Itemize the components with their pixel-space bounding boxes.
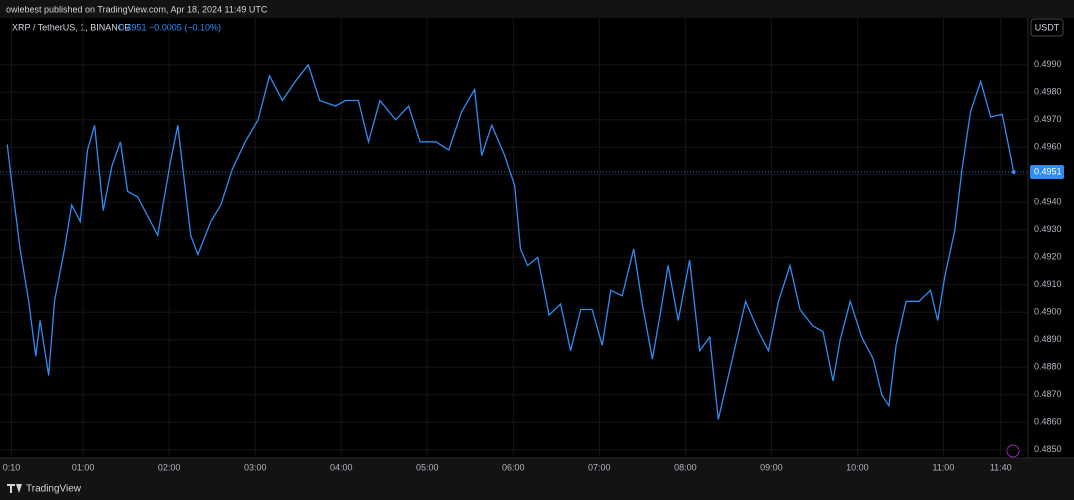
legend-symbol: XRP / TetherUS, 1, BINANCE xyxy=(12,22,130,32)
currency-box[interactable] xyxy=(1030,18,1064,37)
x-tick-label: 09:00 xyxy=(760,462,783,472)
price-line xyxy=(6,63,1015,420)
y-tick-label: 0.4880 xyxy=(1034,362,1062,372)
last-point xyxy=(1011,170,1016,174)
x-tick-label: 08:00 xyxy=(674,462,697,472)
y-tick-label: 0.4890 xyxy=(1034,334,1062,344)
x-tick-label: 03:00 xyxy=(244,462,267,472)
last-price-label: 0.4951 xyxy=(1034,166,1062,176)
x-tick-label: 10:00 xyxy=(846,462,869,472)
header: owiebest published on TradingView.com, A… xyxy=(6,4,268,14)
y-tick-label: 0.4980 xyxy=(1034,87,1062,97)
y-tick-label: 0.4860 xyxy=(1034,417,1062,427)
y-tick-label: 0.4940 xyxy=(1034,197,1062,207)
x-tick-label: 05:00 xyxy=(416,462,439,472)
lightning-icon[interactable] xyxy=(1006,444,1020,458)
x-tick-label: 11:40 xyxy=(990,462,1012,472)
y-tick-label: 0.4930 xyxy=(1034,224,1062,234)
plot-layer: 0.4850 0.4860 0.4870 0.4880 0.4890 0.4900 0.49… xyxy=(0,18,1064,472)
y-tick-label: 0.4870 xyxy=(1034,389,1062,399)
x-tick-label: 11:00 xyxy=(932,462,954,472)
y-tick-label: 0.4960 xyxy=(1034,142,1062,152)
x-tick-label: 07:00 xyxy=(588,462,611,472)
y-tick-label: 0.4970 xyxy=(1034,114,1062,124)
plot-area xyxy=(0,18,1028,458)
currency[interactable]: USDT xyxy=(1035,22,1060,32)
y-tick-label: 0.4920 xyxy=(1034,252,1062,262)
y-tick-label: 0.4910 xyxy=(1034,279,1062,289)
y-tick-label: 0.4900 xyxy=(1034,307,1062,317)
legend-price: 0.4951 xyxy=(119,22,147,32)
x-tick-label: 06:00 xyxy=(502,462,525,472)
x-tick-label: 01:00 xyxy=(72,462,95,472)
y-tick-label: 0.4850 xyxy=(1034,444,1062,454)
x-tick-label: 0:10 xyxy=(3,462,21,472)
x-tick-label: 04:00 xyxy=(330,462,353,472)
legend-change: −0.0005 (−0.10%) xyxy=(149,22,221,32)
last-price-badge xyxy=(1030,165,1064,179)
y-tick-label: 0.4990 xyxy=(1034,59,1062,69)
logo xyxy=(7,484,22,493)
x-tick-label: 02:00 xyxy=(158,462,181,472)
price-axis xyxy=(1028,18,1074,458)
footer: TradingView xyxy=(26,484,82,495)
